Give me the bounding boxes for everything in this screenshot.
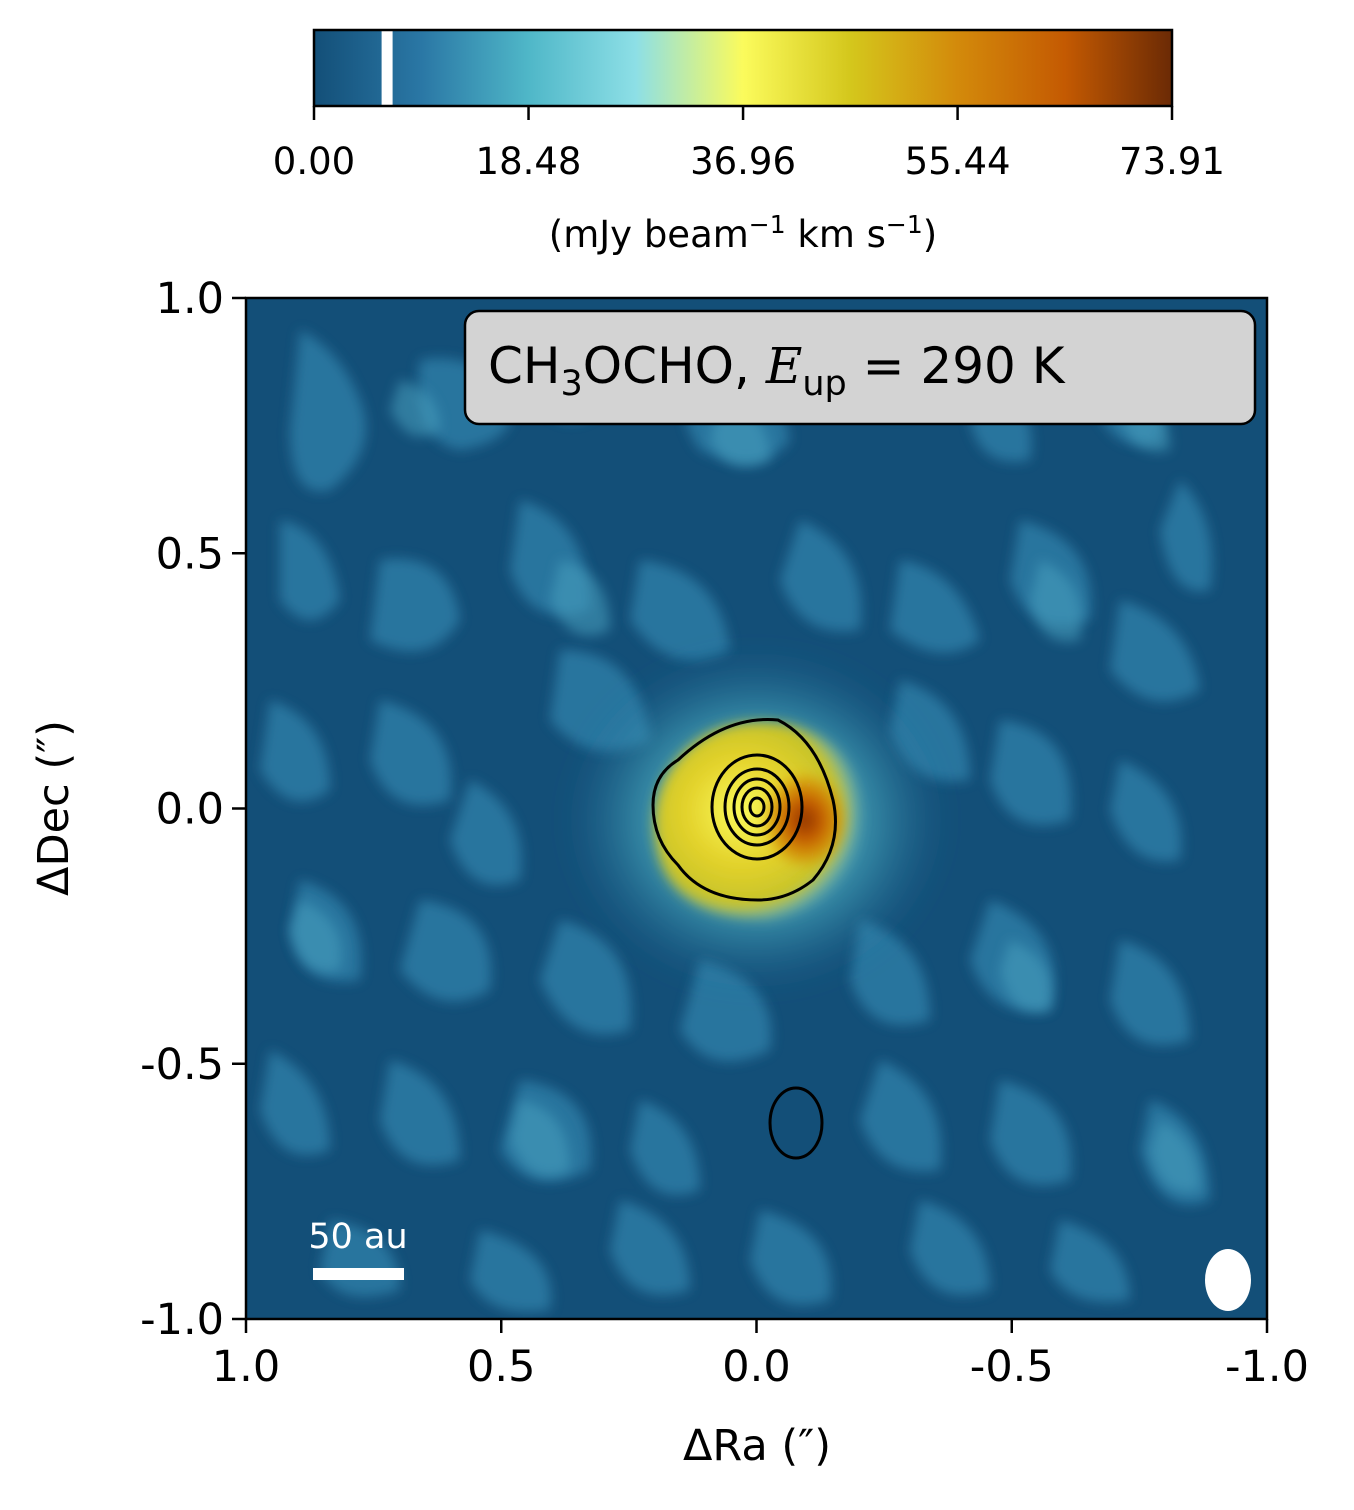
colorbar-gradient-bar: [314, 30, 1172, 106]
emission-peak: [763, 772, 847, 868]
contour-level-4: [732, 777, 782, 837]
contour-isolated: [768, 1086, 824, 1160]
contour-outer: [651, 718, 837, 902]
x-tick-label: -0.5: [970, 1342, 1054, 1392]
x-axis: 1.0 0.5 0.0 -0.5 -1.0: [212, 1319, 1309, 1392]
y-tick-label: 1.0: [156, 274, 224, 324]
x-axis-title: ΔRa (″): [683, 1421, 831, 1471]
colorbar-level-marker: [381, 30, 393, 106]
map-area: 50 au CH3OCHO, Eup = 290 K: [246, 298, 1267, 1319]
colorbar-tick-label: 18.48: [476, 140, 582, 183]
contour-level-5: [740, 786, 774, 828]
colorbar: 0.00 18.48 36.96 55.44 73.91 (mJy beam−1 km …: [273, 28, 1225, 256]
colorbar-tick-label: 73.91: [1119, 140, 1225, 183]
colorbar-tick-label: 0.00: [273, 140, 355, 183]
y-tick-label: -1.0: [140, 1295, 224, 1345]
y-tick-label: -0.5: [140, 1040, 224, 1090]
y-tick-label: 0.5: [156, 529, 224, 579]
emission-core: [654, 722, 862, 920]
scale-bar: [313, 1268, 404, 1280]
colorbar-tick-label: 55.44: [905, 140, 1011, 183]
contour-level-6: [748, 796, 766, 818]
x-tick-label: 0.0: [722, 1342, 790, 1392]
y-axis: 1.0 0.5 0.0 -0.5 -1.0: [140, 274, 246, 1345]
contours: [651, 718, 837, 1160]
x-tick-label: -1.0: [1225, 1342, 1309, 1392]
contour-level-2: [710, 753, 804, 861]
y-tick-label: 0.0: [156, 785, 224, 835]
beam-ellipse: [1205, 1249, 1251, 1311]
colorbar-ticks: 0.00 18.48 36.96 55.44 73.91: [273, 106, 1225, 183]
colorbar-label: (mJy beam−1 km s−1): [549, 210, 937, 256]
x-tick-label: 0.5: [467, 1342, 535, 1392]
scale-bar-label: 50 au: [308, 1217, 407, 1257]
contour-level-3: [723, 767, 791, 847]
colorbar-tick-label: 36.96: [690, 140, 796, 183]
title-label-box: [463, 309, 1257, 426]
x-tick-label: 1.0: [212, 1342, 280, 1392]
chart-title: CH3OCHO, Eup = 290 K: [488, 337, 1066, 404]
y-axis-title: ΔDec (″): [29, 720, 79, 896]
